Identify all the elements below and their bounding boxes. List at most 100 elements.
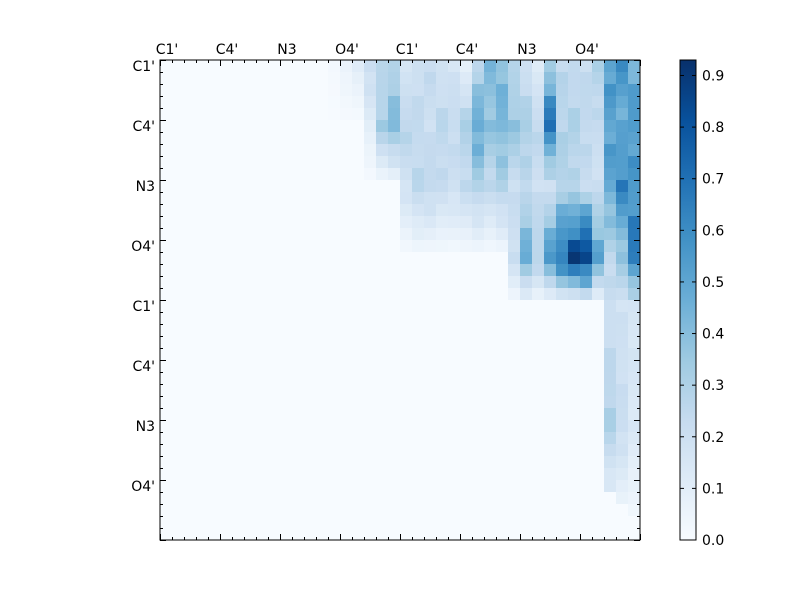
heatmap-cell	[352, 456, 365, 469]
heatmap-cell	[508, 432, 521, 445]
heatmap-cell	[388, 132, 401, 145]
heatmap-cell	[412, 336, 425, 349]
heatmap-cell	[220, 156, 233, 169]
heatmap-cell	[628, 216, 641, 229]
heatmap-cell	[448, 216, 461, 229]
heatmap-cell	[268, 216, 281, 229]
heatmap-cell	[472, 504, 485, 517]
heatmap-cell	[220, 420, 233, 433]
heatmap-cell	[556, 264, 569, 277]
heatmap-cell	[568, 96, 581, 109]
heatmap-cell	[172, 84, 185, 97]
heatmap-cell	[568, 300, 581, 313]
heatmap-cell	[400, 204, 413, 217]
heatmap-cell	[316, 372, 329, 385]
heatmap-cell	[244, 60, 257, 73]
heatmap-cell	[364, 276, 377, 289]
heatmap-cell	[556, 504, 569, 517]
heatmap-cell	[520, 324, 533, 337]
heatmap-cell	[328, 216, 341, 229]
heatmap-cell	[364, 204, 377, 217]
heatmap-cell	[628, 84, 641, 97]
heatmap-cell	[328, 144, 341, 157]
heatmap-cell	[532, 180, 545, 193]
heatmap-cell	[592, 420, 605, 433]
heatmap-cell	[316, 348, 329, 361]
heatmap-cell	[256, 156, 269, 169]
heatmap-cell	[604, 528, 617, 541]
colorbar-tick-label: 0.9	[702, 68, 724, 84]
heatmap-cell	[268, 480, 281, 493]
heatmap-cell	[556, 456, 569, 469]
heatmap-cell	[424, 180, 437, 193]
heatmap-cell	[328, 60, 341, 73]
heatmap-cell	[484, 132, 497, 145]
heatmap-cell	[412, 372, 425, 385]
heatmap-cell	[340, 420, 353, 433]
heatmap-cell	[280, 516, 293, 529]
heatmap-cell	[460, 336, 473, 349]
heatmap-cell	[160, 456, 173, 469]
heatmap-cell	[424, 276, 437, 289]
heatmap-cell	[244, 348, 257, 361]
heatmap-cell	[592, 240, 605, 253]
heatmap-cell	[364, 348, 377, 361]
heatmap-cell	[364, 60, 377, 73]
heatmap-cell	[580, 60, 593, 73]
heatmap-cell	[628, 444, 641, 457]
heatmap-cell	[316, 132, 329, 145]
heatmap-cell	[244, 456, 257, 469]
heatmap-cell	[412, 312, 425, 325]
heatmap-cell	[604, 252, 617, 265]
heatmap-cell	[160, 228, 173, 241]
heatmap-cell	[364, 144, 377, 157]
heatmap-cell	[568, 156, 581, 169]
heatmap-cell	[184, 108, 197, 121]
heatmap-cell	[628, 144, 641, 157]
heatmap-cell	[328, 528, 341, 541]
heatmap-cell	[304, 444, 317, 457]
heatmap-cell	[484, 60, 497, 73]
heatmap-cell	[328, 480, 341, 493]
heatmap-cell	[328, 468, 341, 481]
heatmap-cell	[532, 396, 545, 409]
heatmap-cell	[616, 432, 629, 445]
heatmap-cell	[544, 456, 557, 469]
heatmap-cell	[280, 264, 293, 277]
heatmap-cell	[568, 252, 581, 265]
heatmap-cell	[412, 204, 425, 217]
heatmap-cell	[376, 492, 389, 505]
heatmap-cell	[556, 360, 569, 373]
heatmap-cell	[220, 384, 233, 397]
heatmap-cell	[184, 408, 197, 421]
heatmap-cell	[532, 192, 545, 205]
heatmap-cell	[316, 456, 329, 469]
heatmap-cell	[556, 420, 569, 433]
heatmap-cell	[436, 120, 449, 133]
heatmap-cell	[448, 372, 461, 385]
heatmap-cell	[424, 216, 437, 229]
heatmap-cell	[592, 300, 605, 313]
heatmap-cell	[352, 420, 365, 433]
heatmap-cell	[352, 264, 365, 277]
heatmap-cell	[448, 264, 461, 277]
heatmap-cell	[592, 96, 605, 109]
heatmap-cell	[280, 276, 293, 289]
heatmap-cell	[448, 408, 461, 421]
heatmap-cell	[184, 204, 197, 217]
heatmap-cell	[244, 468, 257, 481]
heatmap-cell	[172, 264, 185, 277]
heatmap-cell	[580, 324, 593, 337]
heatmap-cell	[316, 228, 329, 241]
heatmap-cell	[532, 456, 545, 469]
heatmap-cell	[628, 156, 641, 169]
heatmap-cell	[292, 216, 305, 229]
heatmap-cell	[244, 528, 257, 541]
heatmap-cell	[436, 276, 449, 289]
heatmap-cell	[196, 360, 209, 373]
heatmap-cell	[388, 180, 401, 193]
heatmap-cell	[244, 96, 257, 109]
heatmap-cell	[376, 432, 389, 445]
heatmap-cell	[544, 192, 557, 205]
heatmap-cell	[220, 96, 233, 109]
